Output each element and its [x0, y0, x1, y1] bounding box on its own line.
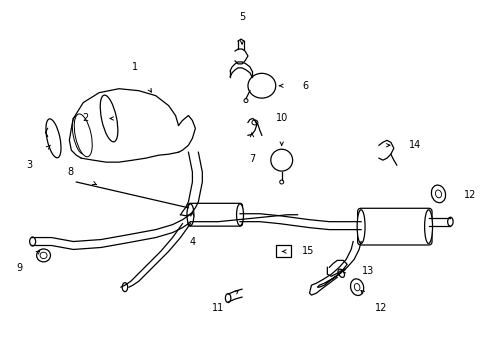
- Ellipse shape: [186, 204, 194, 226]
- Ellipse shape: [354, 284, 359, 291]
- Text: 11: 11: [211, 303, 223, 313]
- Ellipse shape: [72, 117, 86, 154]
- Ellipse shape: [434, 190, 441, 198]
- Ellipse shape: [430, 185, 445, 203]
- Text: 9: 9: [16, 264, 22, 274]
- Ellipse shape: [270, 149, 292, 171]
- Text: 12: 12: [375, 303, 387, 313]
- Ellipse shape: [244, 99, 247, 103]
- Ellipse shape: [37, 249, 50, 262]
- Text: 12: 12: [463, 190, 475, 200]
- Text: 8: 8: [68, 167, 74, 177]
- Ellipse shape: [279, 180, 283, 184]
- Text: 10: 10: [275, 113, 287, 123]
- Text: 6: 6: [302, 81, 308, 91]
- Ellipse shape: [225, 294, 230, 302]
- Bar: [275, 246, 290, 257]
- Text: 4: 4: [189, 237, 195, 247]
- Ellipse shape: [337, 269, 344, 277]
- Ellipse shape: [247, 73, 275, 98]
- Text: 15: 15: [302, 247, 314, 256]
- Ellipse shape: [447, 217, 452, 226]
- Ellipse shape: [424, 210, 432, 243]
- FancyBboxPatch shape: [357, 208, 431, 245]
- Ellipse shape: [251, 120, 257, 125]
- Ellipse shape: [122, 283, 127, 292]
- Ellipse shape: [350, 279, 363, 296]
- Text: 14: 14: [407, 140, 420, 150]
- Ellipse shape: [40, 252, 47, 258]
- Ellipse shape: [46, 119, 61, 158]
- Text: 1: 1: [132, 62, 138, 72]
- Text: 3: 3: [26, 159, 32, 170]
- Text: 5: 5: [239, 12, 244, 22]
- Ellipse shape: [356, 210, 365, 243]
- Ellipse shape: [236, 204, 243, 226]
- Text: 13: 13: [361, 266, 373, 276]
- Ellipse shape: [30, 237, 36, 246]
- Text: 2: 2: [82, 113, 88, 123]
- FancyBboxPatch shape: [187, 203, 242, 226]
- Ellipse shape: [100, 95, 118, 142]
- Text: 7: 7: [248, 154, 255, 164]
- Ellipse shape: [74, 114, 92, 157]
